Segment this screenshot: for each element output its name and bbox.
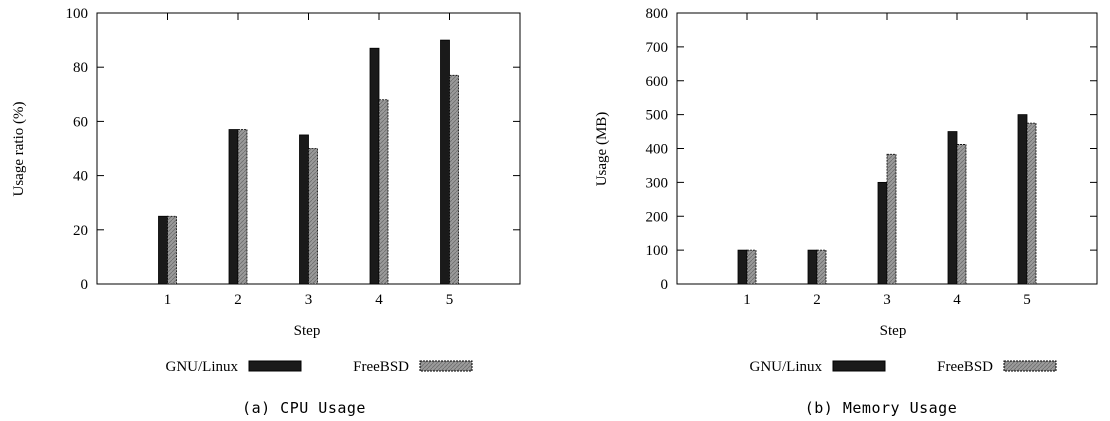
memory-bar-gnu-linux-step-5 (1017, 114, 1028, 285)
cpu-plot-area: 0 20 40 60 80 100 1 2 3 4 5 (66, 6, 521, 308)
memory-y-tick-label: 100 (646, 243, 669, 259)
cpu-legend-swatch-freebsd (419, 360, 473, 372)
cpu-bar-gnu-linux-step-4 (369, 47, 380, 285)
memory-bar-gnu-linux-step-1 (737, 249, 748, 285)
cpu-caption: (a) CPU Usage (242, 399, 366, 417)
memory-bar-freebsd-step-4 (956, 144, 967, 285)
memory-legend-swatch-gnu-linux (832, 360, 886, 372)
memory-y-tick-label: 400 (646, 142, 669, 158)
cpu-legend-label-gnu-linux: GNU/Linux (166, 359, 239, 375)
cpu-bar-freebsd-step-3 (308, 148, 318, 285)
cpu-y-tick-label: 40 (73, 169, 88, 185)
memory-bar-freebsd-step-3 (886, 153, 897, 285)
memory-bar-freebsd-step-1 (746, 249, 757, 285)
cpu-x-axis-label: Step (294, 323, 321, 339)
cpu-legend-label-freebsd: FreeBSD (353, 359, 409, 375)
cpu-legend: GNU/Linux FreeBSD (166, 359, 473, 375)
memory-x-tick-label: 1 (743, 292, 751, 308)
memory-y-tick-label: 600 (646, 74, 669, 90)
memory-bar-freebsd-step-5 (1026, 122, 1037, 285)
cpu-y-tick-label: 20 (73, 223, 88, 239)
cpu-legend-swatch-gnu-linux (248, 360, 302, 372)
cpu-bar-gnu-linux-step-3 (299, 134, 309, 285)
memory-legend-label-freebsd: FreeBSD (937, 359, 993, 375)
memory-bar-gnu-linux-step-3 (877, 181, 888, 285)
cpu-bar-freebsd-step-5 (449, 74, 459, 285)
cpu-y-tick-label: 0 (81, 277, 89, 293)
cpu-x-tick-label: 5 (446, 292, 454, 308)
cpu-x-tick-label: 1 (164, 292, 172, 308)
memory-x-tick-label: 5 (1023, 292, 1031, 308)
cpu-bar-gnu-linux-step-1 (158, 215, 168, 285)
memory-bar-gnu-linux-step-2 (807, 249, 818, 285)
memory-y-axis-label: Usage (MB) (594, 112, 610, 187)
cpu-bar-freebsd-step-2 (237, 129, 248, 285)
cpu-x-tick-label: 3 (305, 292, 313, 308)
cpu-bar-gnu-linux-step-5 (440, 39, 450, 285)
memory-legend-label-gnu-linux: GNU/Linux (750, 359, 823, 375)
memory-usage-chart: 0 100 200 300 400 500 600 700 800 1 2 3 4 5 Step Usag… (594, 6, 1098, 417)
memory-y-tick-label: 500 (646, 108, 669, 124)
memory-y-tick-label: 700 (646, 40, 669, 56)
cpu-x-tick-label: 4 (375, 292, 383, 308)
memory-bar-freebsd-step-2 (816, 249, 827, 285)
memory-x-tick-label: 2 (813, 292, 821, 308)
memory-x-tick-label: 3 (883, 292, 891, 308)
memory-y-tick-label: 200 (646, 209, 669, 225)
cpu-y-tick-label: 80 (73, 60, 88, 76)
cpu-y-axis-label: Usage ratio (%) (11, 102, 27, 197)
memory-bar-gnu-linux-step-4 (947, 131, 958, 285)
memory-plot-area: 0 100 200 300 400 500 600 700 800 1 2 3 4 5 (646, 6, 1098, 308)
memory-y-tick-label: 0 (661, 277, 669, 293)
memory-legend: GNU/Linux FreeBSD (750, 359, 1057, 375)
cpu-bar-freebsd-step-1 (167, 215, 177, 285)
memory-x-tick-label: 4 (953, 292, 961, 308)
memory-y-tick-label: 800 (646, 6, 669, 22)
cpu-y-tick-label: 100 (66, 6, 89, 22)
cpu-usage-chart: 0 20 40 60 80 100 1 2 3 4 5 Step Usage ratio (%) G… (11, 6, 521, 417)
memory-y-tick-label: 300 (646, 175, 669, 191)
memory-x-axis-label: Step (880, 323, 907, 339)
memory-caption: (b) Memory Usage (805, 399, 958, 417)
cpu-bar-gnu-linux-step-2 (228, 129, 239, 285)
cpu-x-tick-label: 2 (234, 292, 242, 308)
cpu-y-tick-label: 60 (73, 114, 88, 130)
memory-legend-swatch-freebsd (1003, 360, 1057, 372)
cpu-bar-freebsd-step-4 (378, 99, 389, 285)
